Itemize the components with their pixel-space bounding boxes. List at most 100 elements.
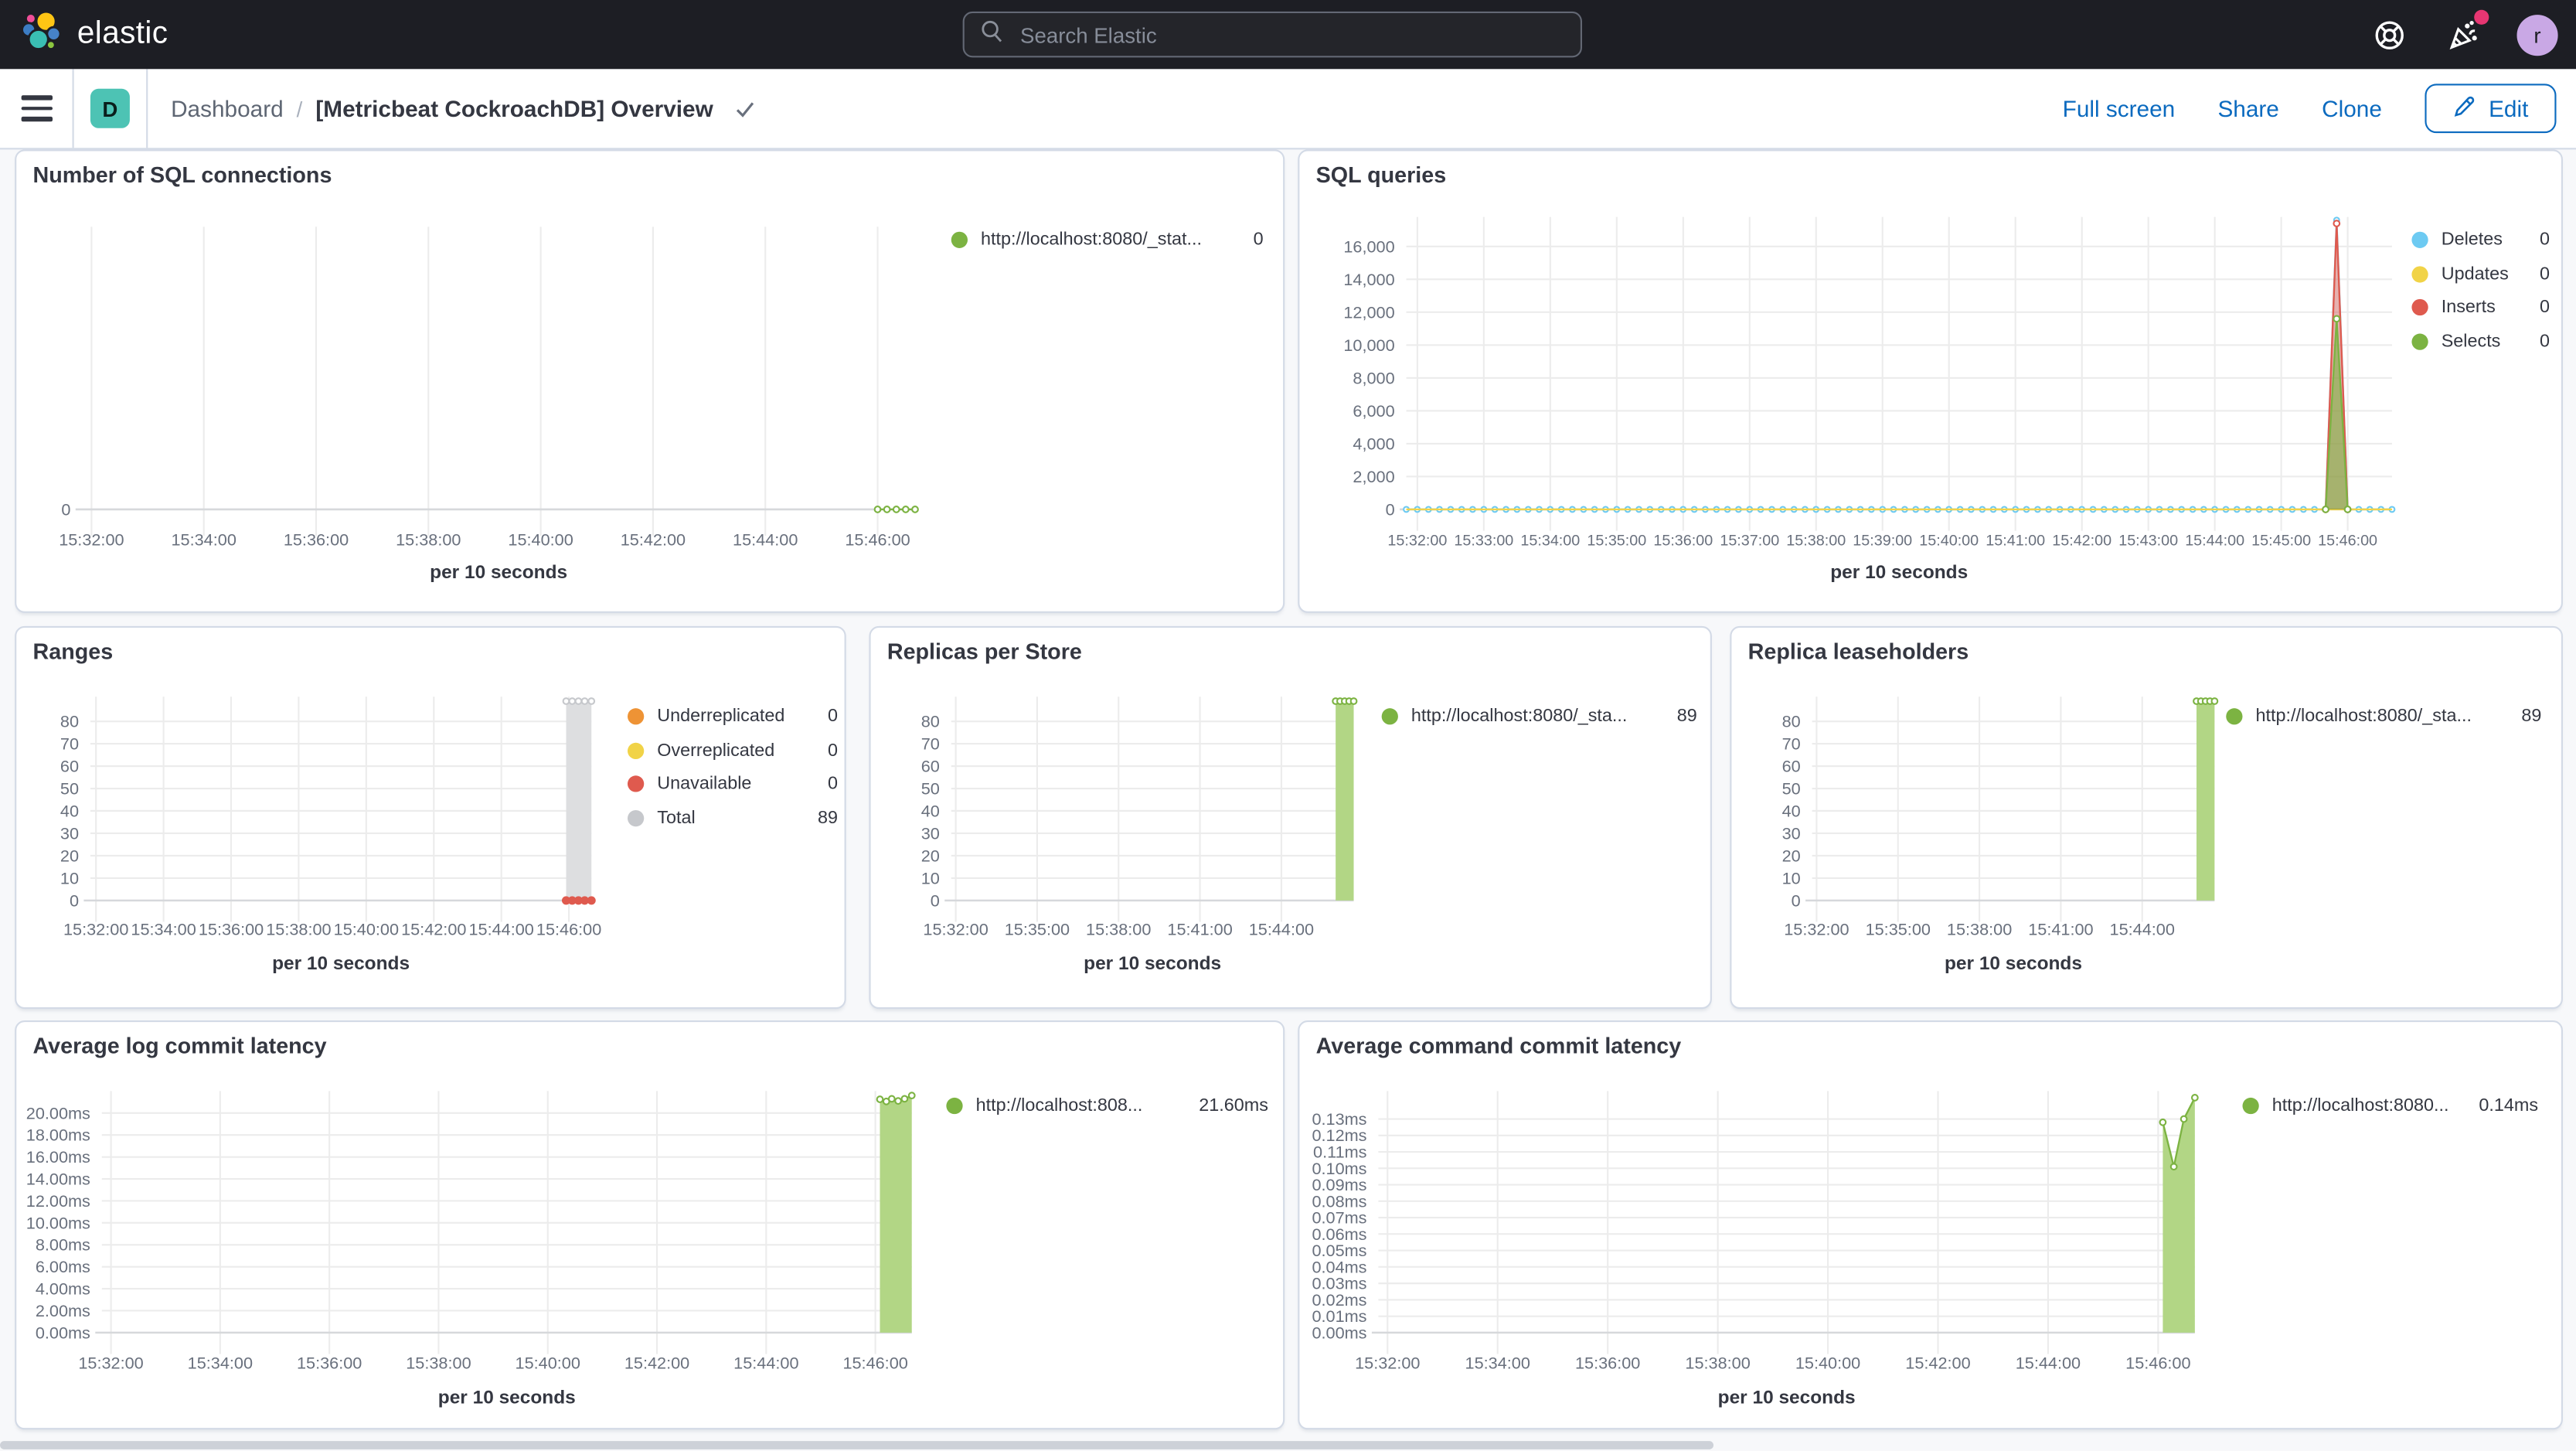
y-tick-label: 50: [60, 778, 79, 798]
data-marker: [2169, 1163, 2178, 1171]
x-tick-label: 15:43:00: [2118, 533, 2178, 550]
elastic-logo-icon: [20, 9, 64, 61]
series-color-dot-icon: [946, 1098, 963, 1115]
y-tick-label: 0.00ms: [36, 1323, 90, 1342]
legend-item[interactable]: http://localhost:808... 21.60ms: [946, 1089, 1268, 1123]
panel-avg-command-commit-latency: Average command commit latency 15:32:00 15…: [1298, 1020, 2563, 1430]
legend-label: Underreplicated: [657, 707, 785, 727]
data-marker: [911, 506, 919, 513]
legend-item[interactable]: http://localhost:8080/_sta... 89: [2226, 700, 2541, 734]
check-icon[interactable]: [733, 96, 757, 121]
breadcrumb-dashboard[interactable]: Dashboard: [171, 95, 284, 122]
nav-bar: D Dashboard / [Metricbeat CockroachDB] O…: [0, 69, 2576, 150]
x-tick-label: 15:42:00: [1905, 1354, 1970, 1373]
legend-label: Unavailable: [657, 774, 752, 795]
legend-value: 0: [828, 741, 839, 761]
series-color-dot-icon: [2411, 232, 2428, 249]
x-tick-label: 15:32:00: [923, 919, 988, 938]
y-tick-label: 14,000: [1343, 270, 1394, 289]
y-tick-label: 40: [1782, 801, 1801, 820]
x-tick-label: 15:44:00: [2185, 533, 2244, 550]
x-tick-label: 15:36:00: [1575, 1354, 1640, 1373]
x-tick-label: 15:34:00: [1520, 533, 1580, 550]
legend-item[interactable]: Inserts 0: [2411, 291, 2550, 325]
help-icon[interactable]: [2369, 15, 2408, 54]
menu-icon[interactable]: [0, 69, 74, 148]
y-tick-label: 10: [921, 868, 940, 887]
data-marker: [587, 896, 596, 905]
x-tick-label: 15:34:00: [188, 1354, 253, 1373]
y-tick-label: 6,000: [1353, 401, 1394, 421]
legend-item[interactable]: http://localhost:8080/_sta... 89: [1381, 700, 1697, 734]
x-tick-label: 15:42:00: [401, 919, 466, 938]
panel-replica-leaseholders: Replica leaseholders 15:32:00 15:35:00 15:3…: [1730, 625, 2563, 1010]
panel-chart-area: 15:32:00 15:34:00 15:36:00 15:38:00 15:40:00…: [1299, 1068, 2561, 1429]
x-tick-label: 15:46:00: [2125, 1354, 2190, 1373]
newsfeed-icon[interactable]: [2443, 9, 2489, 54]
series-area: [2326, 318, 2348, 509]
x-tick-label: 15:32:00: [78, 1354, 143, 1373]
full-screen-button[interactable]: Full screen: [2062, 95, 2176, 122]
legend-item[interactable]: Selects 0: [2411, 325, 2550, 359]
panel-title: Replica leaseholders: [1747, 639, 1969, 664]
x-tick-label: 15:44:00: [733, 530, 798, 550]
y-tick-label: 0.02ms: [1312, 1290, 1366, 1310]
x-tick-label: 15:35:00: [1587, 533, 1646, 550]
legend-item[interactable]: Overreplicated 0: [627, 734, 839, 768]
chart-legend: Deletes 0 Updates 0 Inserts 0 Selects 0: [2411, 223, 2550, 358]
legend-value: 0: [2539, 264, 2550, 284]
chart-legend: http://localhost:8080/_sta... 89: [2226, 700, 2541, 734]
legend-label: Deletes: [2441, 230, 2503, 250]
x-axis-title: per 10 seconds: [1830, 562, 1968, 583]
share-button[interactable]: Share: [2217, 95, 2279, 122]
series-color-dot-icon: [2242, 1098, 2259, 1115]
y-tick-label: 70: [921, 734, 940, 754]
legend-value: 0: [2539, 298, 2550, 318]
x-tick-label: 15:46:00: [845, 530, 910, 550]
series-color-dot-icon: [627, 809, 645, 826]
legend-label: http://localhost:8080/_sta...: [2255, 707, 2472, 727]
y-tick-label: 0.04ms: [1312, 1257, 1366, 1276]
x-tick-label: 15:45:00: [2251, 533, 2311, 550]
legend-item[interactable]: Deletes 0: [2411, 223, 2550, 257]
dashboard-app-badge[interactable]: D: [90, 88, 130, 128]
search-input[interactable]: [1016, 20, 1564, 49]
y-tick-label: 0.11ms: [1313, 1143, 1367, 1162]
data-marker: [907, 1092, 916, 1100]
x-tick-label: 15:39:00: [1853, 533, 1912, 550]
x-tick-label: 15:41:00: [2028, 919, 2093, 938]
legend-value: 89: [2521, 707, 2542, 727]
horizontal-scrollbar[interactable]: [0, 1441, 1714, 1449]
user-avatar[interactable]: r: [2516, 14, 2558, 56]
x-tick-label: 15:34:00: [1465, 1354, 1530, 1373]
elastic-brand[interactable]: elastic: [0, 9, 168, 61]
series-color-dot-icon: [2411, 299, 2428, 316]
clone-button[interactable]: Clone: [2322, 95, 2382, 122]
top-header-bar: elastic: [0, 0, 2576, 70]
legend-item[interactable]: http://localhost:8080... 0.14ms: [2242, 1089, 2538, 1123]
y-tick-label: 0.12ms: [1312, 1126, 1366, 1145]
legend-item[interactable]: Unavailable 0: [627, 768, 838, 802]
y-tick-label: 50: [1782, 778, 1801, 798]
x-tick-label: 15:36:00: [1653, 533, 1713, 550]
data-marker: [2322, 506, 2329, 513]
panel-sql-connections: Number of SQL connections 15:32:00 15:34:0…: [15, 149, 1285, 613]
y-tick-label: 0: [1386, 499, 1395, 519]
legend-label: Total: [657, 808, 696, 828]
global-search[interactable]: [962, 11, 1582, 58]
x-axis-title: per 10 seconds: [430, 562, 567, 583]
data-marker: [1349, 697, 1358, 705]
y-tick-label: 0: [70, 891, 79, 910]
y-tick-label: 0.07ms: [1312, 1208, 1366, 1228]
legend-item[interactable]: Updates 0: [2411, 257, 2550, 291]
legend-item[interactable]: Underreplicated 0: [627, 700, 838, 734]
legend-label: http://localhost:8080/_sta...: [1411, 707, 1628, 727]
legend-label: Overreplicated: [657, 741, 775, 761]
y-tick-label: 0: [1792, 891, 1801, 910]
legend-item[interactable]: http://localhost:8080/_stat... 0: [951, 223, 1264, 257]
legend-value: 0: [2539, 331, 2550, 352]
series-color-dot-icon: [627, 775, 645, 793]
edit-button[interactable]: Edit: [2425, 83, 2557, 134]
legend-item[interactable]: Total 89: [627, 801, 838, 835]
